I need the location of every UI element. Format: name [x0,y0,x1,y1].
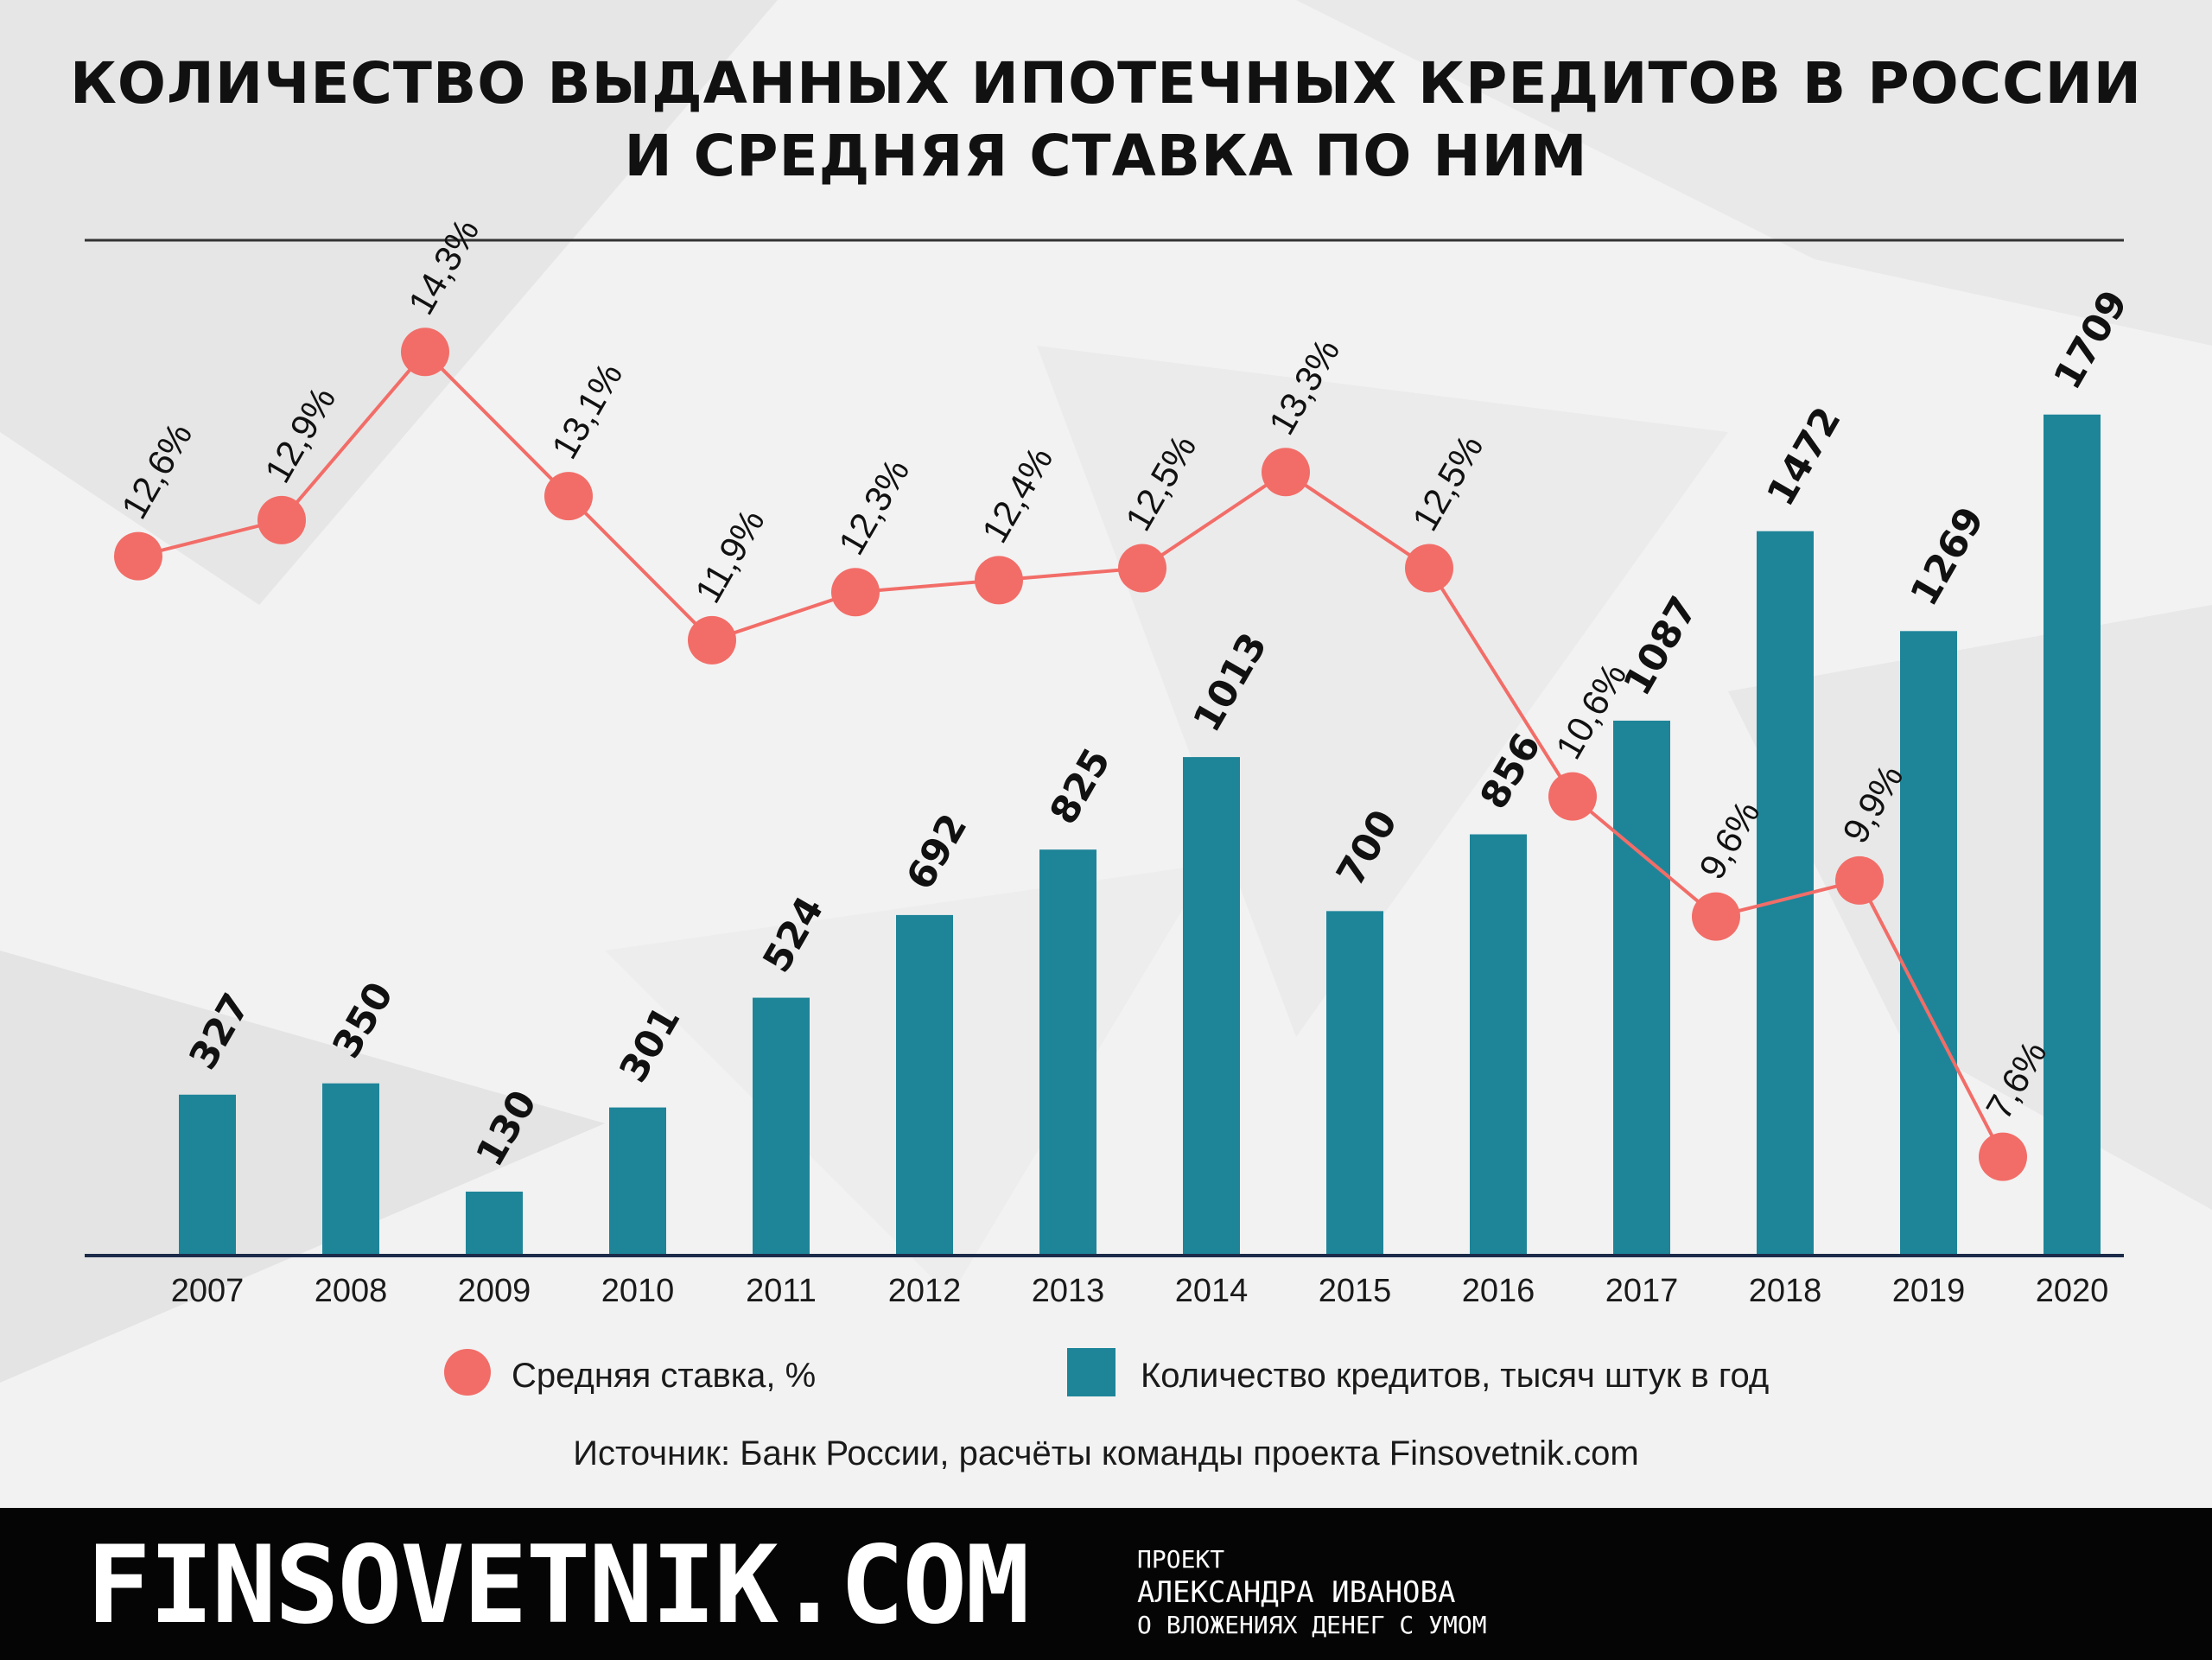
rate-point-2018 [1692,892,1740,941]
mortgage-chart: 327 3501303015246928251013700856108714721… [85,212,2137,1396]
x-tick-2014: 2014 [1175,1273,1249,1309]
rate-label-2009: 14,3% [400,212,486,321]
bar-2008 [322,1083,379,1256]
legend-count-marker [1067,1348,1116,1396]
x-tick-2010: 2010 [601,1273,675,1309]
rate-point-2017 [1548,772,1597,821]
x-tick-2019: 2019 [1892,1273,1966,1309]
rate-label-2016: 12,5% [1404,428,1491,537]
rate-label-2013: 12,4% [974,440,1060,550]
legend-rate-label: Средняя ставка, % [512,1357,816,1395]
bar-2009 [466,1191,523,1256]
chart-title-line-1: КОЛИЧЕСТВО ВЫДАННЫХ ИПОТЕЧНЫХ КРЕДИТОВ В… [69,50,2143,117]
x-tick-2011: 2011 [746,1273,817,1309]
x-tick-2009: 2009 [458,1273,531,1309]
bar-2013 [1039,849,1096,1256]
x-tick-2016: 2016 [1462,1273,1535,1309]
rate-point-2015 [1262,448,1310,497]
bar-2010 [609,1107,666,1256]
bar-value-label-2012: 692 [898,806,976,897]
rate-label-2014: 12,5% [1117,428,1204,537]
rate-point-2007 [114,531,162,581]
tagline-line-1: ПРОЕКТ [1137,1545,1225,1574]
rate-label-2010: 13,1% [543,356,630,466]
rate-label-2018: 9,6% [1691,794,1768,886]
bar-value-label-2019: 1269 [1902,499,1993,614]
brand-logo-text: FINSOVETNIK.COM [86,1523,1030,1648]
rate-point-2019 [1835,855,1884,905]
bar-value-label-2007: 327 [181,986,258,1077]
rate-label-2020: 7,6% [1978,1034,2055,1126]
bar-value-label-2009: 130 [467,1083,545,1173]
bar-value-label-2014: 1013 [1185,626,1275,740]
legend: Средняя ставка, % Количество кредитов, т… [444,1348,1769,1396]
rate-point-2020 [1979,1132,2027,1181]
x-tick-2008: 2008 [315,1273,388,1309]
tagline-line-3: О ВЛОЖЕНИЯХ ДЕНЕГ С УМОМ [1137,1611,1487,1639]
bar-value-label-2011: 524 [754,889,832,980]
bar-value-label-2015: 700 [1328,803,1406,894]
bar-value-label-2013: 825 [1041,741,1119,832]
bar-2007 [179,1094,236,1256]
rate-label-2008: 12,9% [257,380,343,490]
rate-point-2008 [257,495,306,544]
bar-2017 [1613,720,1670,1256]
rate-label-2015: 13,3% [1261,332,1347,442]
bar-2020 [2044,414,2101,1256]
bar-value-label-2008: 350 [324,975,402,1065]
x-tick-2012: 2012 [888,1273,962,1309]
rate-point-2009 [401,328,449,377]
rate-label-2012: 12,3% [830,452,917,562]
rate-point-2010 [544,472,593,521]
x-tick-2018: 2018 [1749,1273,1822,1309]
bars-layer: 327 3501303015246928251013700856108714721… [179,283,2137,1256]
x-tick-2020: 2020 [2036,1273,2109,1309]
legend-rate-marker [444,1349,491,1396]
bar-2016 [1470,834,1527,1256]
bar-value-label-2017: 1087 [1615,589,1706,703]
rate-point-2014 [1118,544,1166,593]
rate-point-2011 [688,615,736,665]
x-tick-2013: 2013 [1032,1273,1105,1309]
rate-point-2012 [831,568,880,617]
rate-point-2013 [975,556,1023,605]
rate-label-2011: 11,9% [687,502,772,609]
bar-2012 [896,914,953,1256]
x-tick-2007: 2007 [171,1273,245,1309]
bar-2019 [1900,631,1957,1256]
bar-value-label-2020: 1709 [2045,283,2136,398]
chart-title-line-2: И СРЕДНЯЯ СТАВКА ПО НИМ [624,123,1588,189]
bar-value-label-2010: 301 [611,999,689,1090]
x-tick-labels: 2007 2008 2009 2010 2011 2012 2013 2014 2015 2016… [171,1273,2109,1309]
rate-line [137,349,2005,1158]
footer-banner: FINSOVETNIK.COM ПРОЕКТ АЛЕКСАНДРА ИВАНОВ… [0,1508,2212,1660]
rate-label-2007: 12,6% [113,416,200,525]
tagline-line-2: АЛЕКСАНДРА ИВАНОВА [1137,1575,1456,1610]
bar-2015 [1326,911,1383,1256]
bar-2014 [1183,757,1240,1256]
legend-count-label: Количество кредитов, тысяч штук в год [1141,1357,1769,1395]
x-tick-2015: 2015 [1319,1273,1392,1309]
rate-label-2019: 9,9% [1834,758,1911,849]
rate-point-2016 [1405,544,1453,593]
bar-2011 [753,997,810,1256]
source-note: Источник: Банк России, расчёты команды п… [573,1434,1639,1472]
x-tick-2017: 2017 [1605,1273,1679,1309]
bar-value-label-2018: 1472 [1758,400,1849,514]
